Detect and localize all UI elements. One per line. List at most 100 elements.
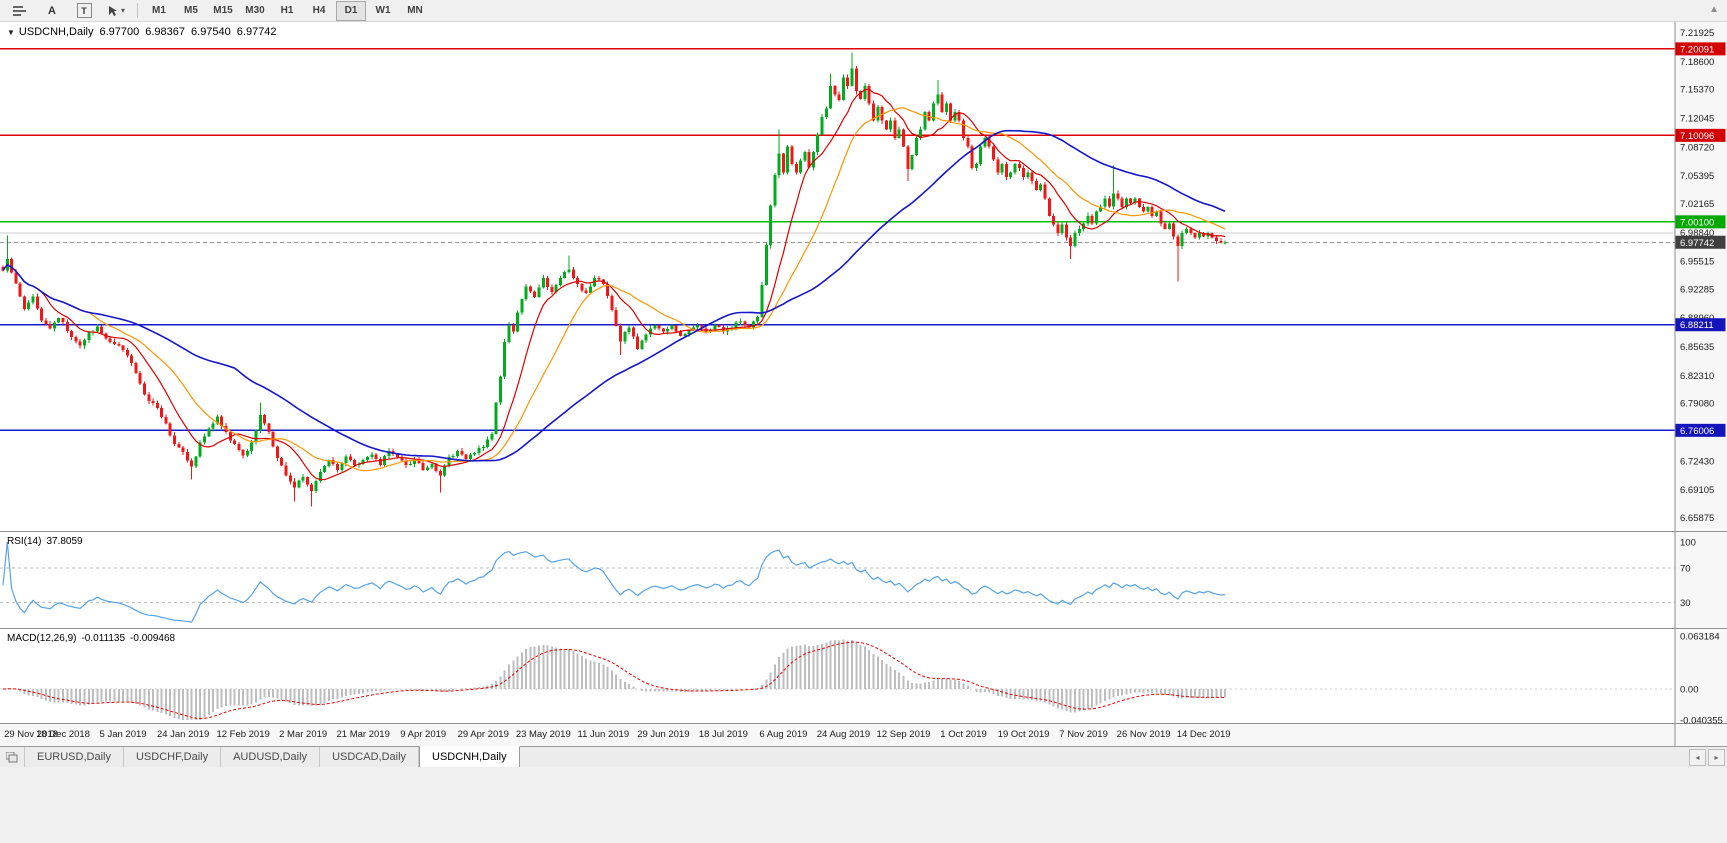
window-list-icon[interactable] — [0, 747, 25, 767]
time-axis-label: 19 Oct 2019 — [998, 729, 1050, 740]
time-axis-area[interactable] — [0, 723, 1727, 747]
candle-body — [61, 317, 65, 323]
candle-body — [558, 278, 562, 286]
time-axis-label: 29 Apr 2019 — [458, 729, 509, 740]
timeframe-m30-button[interactable]: M30 — [245, 5, 265, 16]
price-axis-area[interactable] — [1675, 22, 1727, 746]
moving-average-21 — [2, 107, 1226, 472]
macd-signal-value: -0.009468 — [130, 633, 176, 644]
candle-body — [614, 310, 618, 326]
tab-usdcnh-daily[interactable]: USDCNH,Daily — [419, 746, 520, 767]
timeframe-m15-button[interactable]: M15 — [213, 5, 233, 16]
candle-body — [1103, 198, 1107, 207]
candle-body — [683, 334, 687, 337]
candle-body — [288, 475, 292, 482]
candle-body — [1120, 198, 1124, 208]
tab-scroll-right-icon[interactable]: ▸ — [1708, 749, 1725, 766]
candle-body — [395, 453, 399, 458]
candle-body — [893, 120, 897, 138]
candle-body — [293, 481, 297, 488]
timeframe-d1-button[interactable]: D1 — [336, 0, 366, 21]
text-a-tool-button[interactable]: A — [48, 4, 56, 17]
tab-audusd-daily[interactable]: AUDUSD,Daily — [221, 747, 321, 767]
timeframe-w1-button[interactable]: W1 — [375, 5, 391, 16]
candle-body — [756, 317, 760, 322]
tab-scroll-left-icon[interactable]: ◂ — [1689, 749, 1706, 766]
candle-body — [897, 129, 901, 138]
toolbar-separator — [137, 3, 138, 18]
timeframe-h4-button[interactable]: H4 — [312, 5, 326, 16]
candle-body — [1193, 233, 1197, 238]
rsi-pane-header: RSI(14) 37.8059 — [7, 536, 83, 547]
candle-body — [185, 452, 189, 461]
timeframe-mn-button[interactable]: MN — [407, 5, 423, 16]
candle-body — [829, 85, 833, 109]
macd-pane[interactable] — [0, 639, 1675, 720]
rsi-pane[interactable] — [0, 541, 1675, 623]
candle-body — [1124, 198, 1128, 208]
candle-body — [498, 376, 502, 403]
candle-body — [70, 330, 74, 337]
time-axis-label: 5 Jan 2019 — [100, 729, 147, 740]
candle-body — [739, 321, 743, 323]
candle-body — [143, 383, 147, 395]
candle-body — [490, 433, 494, 440]
tab-usdchf-daily[interactable]: USDCHF,Daily — [124, 747, 222, 767]
candle-body — [327, 459, 331, 467]
price-axis-label: 6.72430 — [1680, 456, 1714, 467]
macd-label: MACD(12,26,9) — [7, 633, 77, 644]
text-t-tool-button[interactable]: T — [69, 1, 99, 21]
candle-body — [983, 137, 987, 147]
candle-body — [1223, 242, 1227, 244]
price-tag-value: 7.20091 — [1680, 44, 1714, 55]
rsi-axis-label: 70 — [1680, 563, 1691, 574]
candle-body — [550, 287, 554, 292]
tab-usdcad-daily[interactable]: USDCAD,Daily — [320, 747, 420, 767]
candle-body — [477, 447, 481, 453]
candle-body — [1112, 193, 1116, 207]
candle-body — [1017, 163, 1021, 169]
candle-body — [533, 291, 537, 298]
candle-body — [198, 442, 202, 457]
timeframe-h1-button[interactable]: H1 — [280, 5, 294, 16]
menu-icon[interactable] — [5, 1, 35, 21]
candle-body — [781, 153, 785, 173]
time-axis-label: 1 Oct 2019 — [940, 729, 986, 740]
symbol-label: USDCNH,Daily — [18, 26, 94, 38]
timeframe-m5-button[interactable]: M5 — [184, 5, 198, 16]
candle-body — [125, 349, 129, 356]
chart-canvas[interactable]: 7.21925 7.18600 7.15370 7.12045 7.08720 7.053… — [0, 0, 1727, 746]
candle-body — [507, 324, 511, 343]
collapse-icon[interactable]: ▼ — [7, 28, 15, 37]
price-axis-label: 6.98840 — [1680, 228, 1714, 239]
tab-eurusd-daily[interactable]: EURUSD,Daily — [25, 747, 124, 767]
candle-body — [130, 355, 134, 363]
candle-body — [1189, 228, 1193, 234]
candle-body — [567, 269, 571, 272]
candle-body — [1202, 233, 1206, 237]
candle-body — [537, 287, 541, 298]
time-axis-label: 6 Aug 2019 — [759, 729, 807, 740]
price-tag-value: 7.00100 — [1680, 217, 1714, 228]
moving-average-55 — [2, 129, 1226, 462]
candle-body — [95, 326, 99, 332]
candle-body — [1146, 207, 1150, 212]
price-tag — [1675, 215, 1726, 229]
drawing-tool-button[interactable]: ▾ — [101, 1, 131, 21]
candle-body — [177, 444, 181, 448]
window-background — [0, 767, 1727, 843]
candle-body — [554, 285, 558, 292]
candle-body — [1056, 224, 1060, 234]
candle-body — [936, 94, 940, 104]
candle-body — [863, 85, 867, 99]
close-value: 6.97742 — [236, 26, 277, 38]
candle-body — [168, 423, 172, 436]
main-price-pane[interactable] — [0, 48, 1675, 507]
chart-shift-marker-icon[interactable]: ▲ — [1709, 4, 1719, 15]
candle-body — [365, 457, 369, 460]
candle-body — [443, 465, 447, 476]
chart-background — [0, 22, 1727, 746]
price-axis-label: 6.69105 — [1680, 485, 1714, 496]
timeframe-m1-button[interactable]: M1 — [152, 5, 166, 16]
candle-body — [430, 464, 434, 468]
